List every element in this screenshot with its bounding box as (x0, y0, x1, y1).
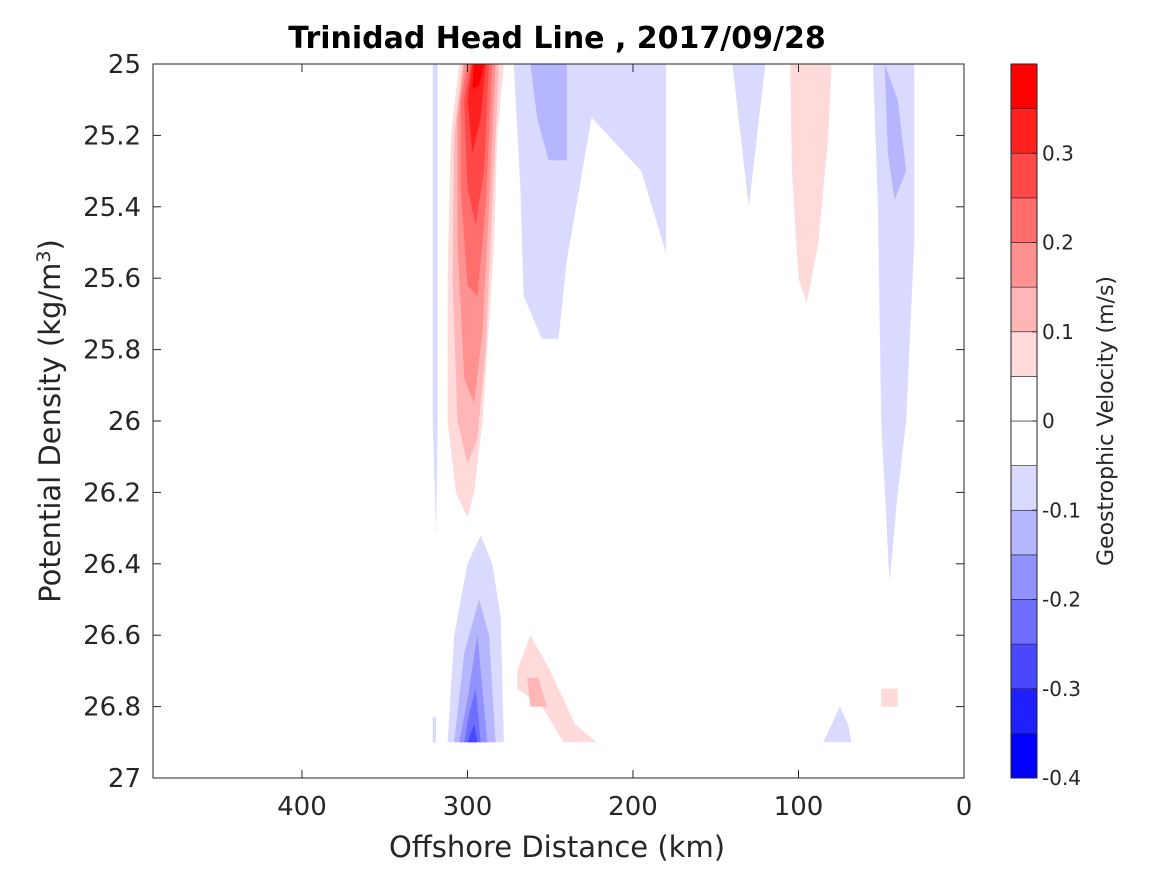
colorbar-tick-label: 0.1 (1042, 320, 1074, 344)
y-tick-label: 25.2 (83, 121, 141, 151)
colorbar-band (1010, 465, 1038, 511)
colorbar-label: Geostrophic Velocity (m/s) (1094, 276, 1119, 566)
colorbar-band (1010, 152, 1038, 199)
contour-region-red-deep-lvl1 (517, 635, 597, 743)
x-tick-label: 200 (608, 792, 658, 822)
contour-region-red-core-lvl6 (467, 64, 486, 154)
colorbar-band (1010, 688, 1038, 734)
y-axis-label-superscript: 3 (33, 250, 55, 262)
y-tick-label: 26.2 (83, 478, 141, 508)
colorbar-band (1010, 63, 1038, 109)
colorbar-band (1010, 733, 1038, 779)
x-tick-label: 400 (277, 792, 327, 822)
y-axis-label-main: Potential Density (kg/m (33, 263, 67, 603)
y-axis-label-close: ) (33, 239, 67, 250)
chart-title: Trinidad Head Line , 2017/09/28 (288, 21, 825, 56)
colorbar-tick-label: 0.2 (1042, 231, 1074, 255)
colorbar-tick-label: -0.3 (1042, 677, 1081, 701)
contour-region-red-core-lvl7 (472, 64, 484, 89)
x-tick-label: 100 (774, 792, 824, 822)
y-tick-label: 26.8 (83, 693, 141, 723)
contour-region-blue-mid-north (732, 64, 766, 207)
y-tick-label: 25 (108, 50, 141, 80)
colorbar-band (1010, 108, 1038, 154)
contour-region-blue-east (873, 64, 915, 582)
colorbar-band (1010, 643, 1038, 690)
contour-region-blue-deep-lvl3 (459, 635, 488, 743)
x-axis-label: Offshore Distance (km) (389, 830, 725, 864)
colorbar-band (1010, 376, 1038, 422)
contour-region-blue-deep-lvl5 (467, 724, 478, 743)
contour-region-red-deep-lvl2 (527, 678, 547, 707)
y-tick-label: 25.6 (83, 264, 141, 294)
contour-region-blue-patch-north (530, 64, 567, 161)
y-tick-label: 27 (108, 764, 141, 794)
contour-region-blue-deep-edge (432, 717, 436, 743)
colorbar-tick-label: -0.4 (1042, 766, 1081, 790)
colorbar-band (1010, 286, 1038, 333)
y-axis-ticks: 25 25.2 25.4 25.6 25.8 26 26.2 26.4 26.6 26.8 27 (83, 50, 964, 794)
y-tick-label: 26 (108, 407, 141, 437)
colorbar-tick-label: -0.1 (1042, 498, 1081, 522)
contour-region-blue-deep-east (823, 706, 852, 743)
plot-area: 400 300 200 100 0 25 25.2 25.4 25.6 25.8 26 26.2 26… (83, 50, 972, 822)
contour-regions (432, 64, 915, 743)
colorbar-tick-label: 0.3 (1042, 141, 1074, 165)
contour-region-red-north-east (790, 64, 832, 304)
contour-region-blue-east-core (884, 64, 907, 200)
colorbar-tick-label: 0 (1042, 409, 1055, 433)
colorbar-tick-label: -0.2 (1042, 588, 1081, 612)
colorbar-band (1010, 599, 1038, 645)
contour-region-red-deep-east (881, 688, 898, 707)
colorbar-band (1010, 420, 1038, 466)
colorbar-band (1010, 509, 1038, 556)
colorbar-band (1010, 242, 1038, 288)
colorbar-band (1010, 331, 1038, 377)
colorbar-band (1010, 554, 1038, 600)
y-tick-label: 26.6 (83, 621, 141, 651)
contour-region-blue-deep-lvl4 (464, 688, 481, 743)
colorbar-band (1010, 197, 1038, 243)
contour-region-blue-thin-west (432, 64, 438, 536)
y-tick-label: 26.4 (83, 550, 141, 580)
y-axis-label: Potential Density (kg/m3) (33, 239, 67, 603)
colorbar: -0.4 -0.3 -0.2 -0.1 0 0.1 0.2 0.3 (1010, 63, 1081, 790)
x-axis-ticks: 400 300 200 100 0 (277, 64, 972, 822)
x-tick-label: 300 (443, 792, 493, 822)
y-tick-label: 25.8 (83, 336, 141, 366)
colorbar-ticks: -0.4 -0.3 -0.2 -0.1 0 0.1 0.2 0.3 (1032, 141, 1081, 790)
x-tick-label: 0 (956, 792, 973, 822)
y-tick-label: 25.4 (83, 193, 141, 223)
